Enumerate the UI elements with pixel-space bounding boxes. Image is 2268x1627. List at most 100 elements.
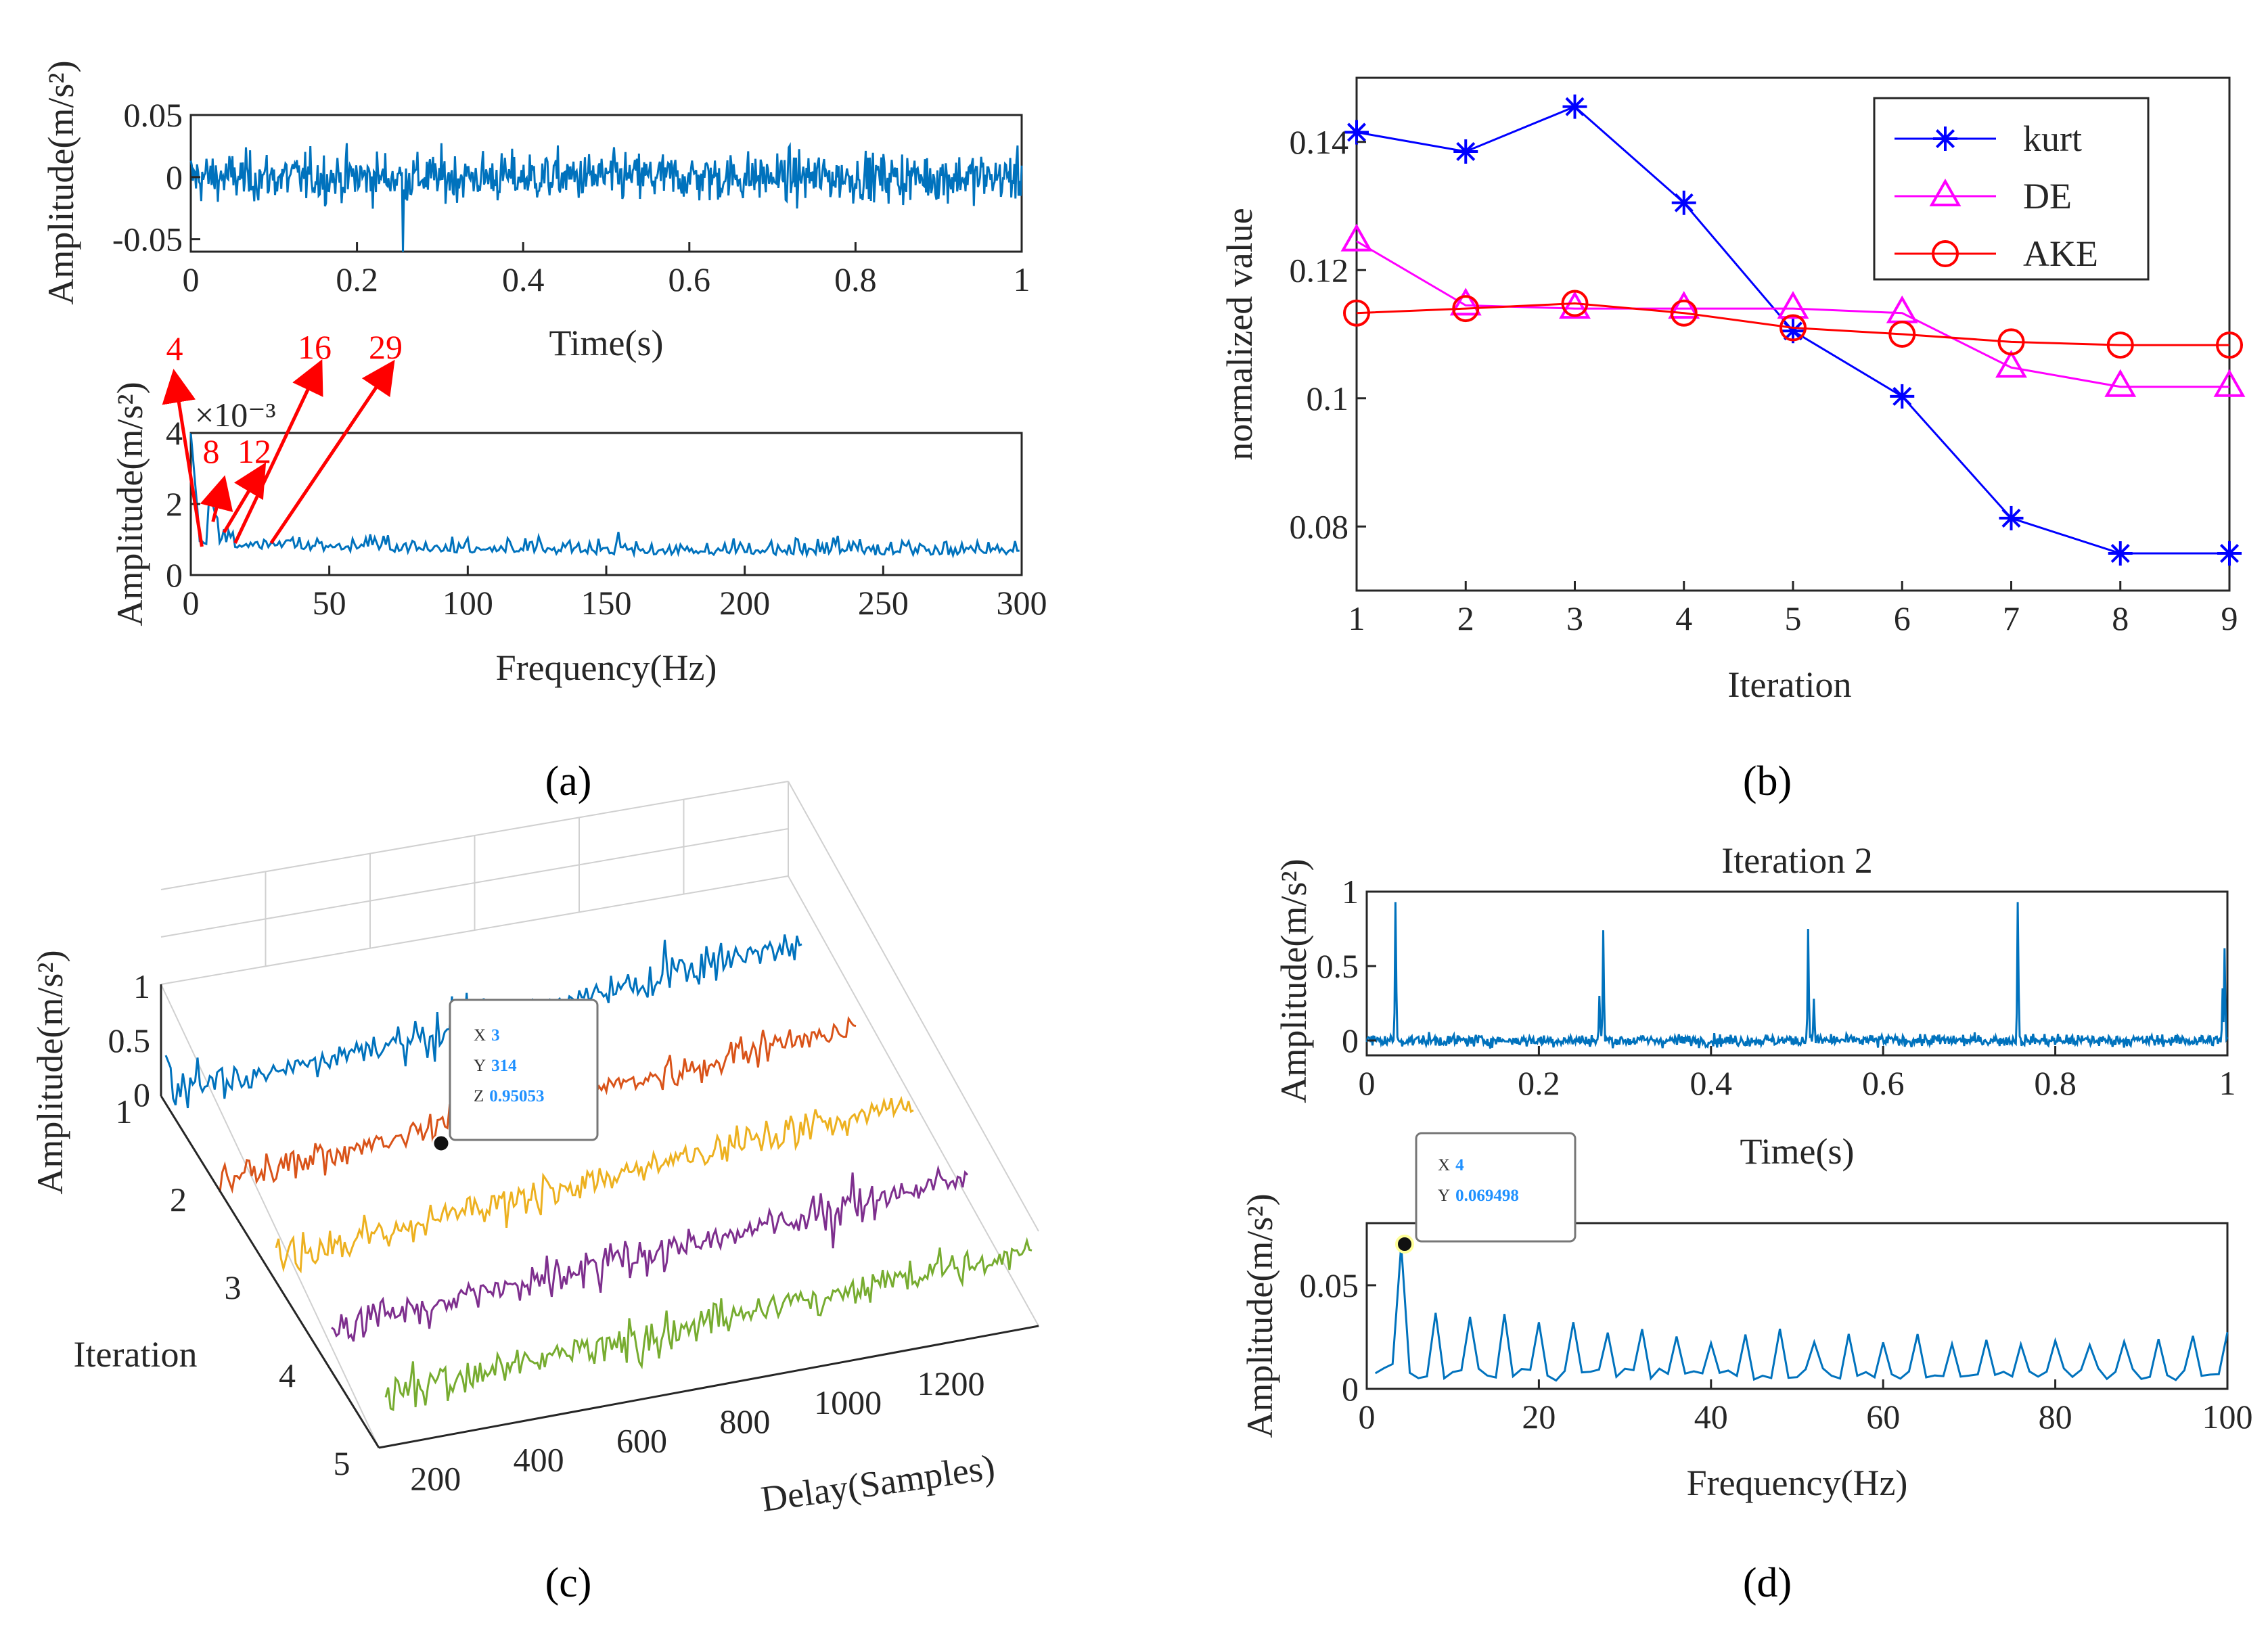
point-kurt xyxy=(1453,139,1478,164)
panel-a-top-xlabel: Time(s) xyxy=(549,323,663,363)
x-tick-label: 100 xyxy=(443,584,493,622)
x-tick-label: 0 xyxy=(183,260,200,298)
x-tick-label: 50 xyxy=(313,584,346,622)
point-de xyxy=(1668,291,1700,319)
z-tick-label: 0 xyxy=(133,1076,150,1114)
x-tick-label: 200 xyxy=(719,584,770,622)
x-tick-label: 9 xyxy=(2221,599,2238,637)
iteration-tick-label: 5 xyxy=(334,1444,350,1482)
caption-b: (b) xyxy=(1743,758,1792,804)
point-ake xyxy=(1561,290,1589,317)
y-tick-label: 0.12 xyxy=(1290,251,1349,289)
panel-c: 1 2 3 4 5 200 400 600 800 1000 1200 1 0.5 0 Amplitude… xyxy=(30,781,1040,1519)
x-tick-label: 80 xyxy=(2039,1398,2072,1436)
panel-a-bottom-xlabel: Frequency(Hz) xyxy=(496,647,717,688)
iteration-tick-label: 2 xyxy=(170,1181,187,1218)
x-tick-label: 0.6 xyxy=(1862,1064,1905,1102)
panel-a-top: 0 0.2 0.4 0.6 0.8 1 0.050-0.05 Time(s) Amplit… xyxy=(41,60,1030,363)
series-line-ake xyxy=(1356,302,2229,346)
legend-box xyxy=(1873,97,2150,281)
datatip-marker xyxy=(432,1134,451,1153)
x-tick-label: 1 xyxy=(1348,599,1365,637)
legend-marker-ake xyxy=(1932,240,1959,267)
datatip-marker xyxy=(1395,1235,1414,1254)
datatip-box xyxy=(1415,1132,1577,1243)
delay-axis-line xyxy=(378,1325,1039,1449)
legend-label-ake: AKE xyxy=(2023,233,2098,274)
annotation-arrow xyxy=(222,462,267,534)
y-tick-label: 1 xyxy=(1342,873,1359,911)
point-kurt xyxy=(1890,384,1915,409)
caption-d: (d) xyxy=(1743,1560,1792,1606)
y-tick-label: 0.5 xyxy=(1317,947,1359,985)
y-tick-label: 0 xyxy=(1342,1370,1359,1408)
waterfall-trace-4 xyxy=(331,1164,969,1342)
datatip-box xyxy=(449,999,599,1141)
x-tick-label: 0.2 xyxy=(336,260,378,298)
svg-text:Z0.95053: Z 0.95053 xyxy=(474,1087,545,1105)
point-de xyxy=(2213,369,2246,397)
waterfall-trace-1 xyxy=(164,934,802,1109)
panel-c-zlabel: Amplitude(m/s²) xyxy=(30,950,70,1194)
delay-tick-label: 600 xyxy=(616,1421,667,1459)
panel-d-top-signal-line xyxy=(1365,902,2229,1049)
z-tick-label: 1 xyxy=(133,967,150,1005)
y-tick-label: 0.05 xyxy=(124,96,183,134)
x-tick-label: 8 xyxy=(2112,599,2129,637)
point-ake xyxy=(1997,328,2025,356)
y-tick-label: 0 xyxy=(1342,1022,1359,1059)
side-top-edge xyxy=(788,781,1039,1232)
legend-marker-kurt xyxy=(1933,127,1957,151)
x-tick-label: 5 xyxy=(1785,599,1802,637)
svg-text:X4: X4 xyxy=(1438,1156,1464,1174)
panel-d-bottom-spectrum-line xyxy=(1374,1245,2229,1382)
x-tick-label: 0.4 xyxy=(502,260,545,298)
panel-d-bottom: 0 20 40 60 80 100 0.05 0 Frequency(Hz) Amplitu… xyxy=(1240,1132,2253,1503)
back-mid-line xyxy=(160,828,789,938)
panel-d-top-title: Iteration 2 xyxy=(1721,840,1872,881)
point-kurt xyxy=(2217,541,2242,566)
annotation-label: 29 xyxy=(369,328,403,366)
y-tick-label: 0.05 xyxy=(1300,1266,1359,1304)
point-ake xyxy=(1670,299,1698,327)
point-ake xyxy=(1343,299,1370,327)
datatip-y-label: Y xyxy=(1438,1187,1450,1205)
panel-d-bottom-ylabel: Amplitude(m/s²) xyxy=(1240,1193,1280,1438)
x-tick-label: 300 xyxy=(997,584,1047,622)
panel-d-bottom-axes xyxy=(1365,1222,2229,1390)
y-tick-label: 0.1 xyxy=(1307,380,1349,417)
datatip-x-label: X xyxy=(1438,1156,1450,1174)
x-tick-label: 250 xyxy=(858,584,909,622)
x-tick-label: 0 xyxy=(1359,1064,1376,1102)
y-tick-label: -0.05 xyxy=(112,221,183,258)
point-ake xyxy=(1888,321,1916,348)
datatip-y-value: 0.069498 xyxy=(1455,1187,1519,1205)
panel-d-top-xlabel: Time(s) xyxy=(1740,1131,1854,1172)
point-kurt xyxy=(1562,94,1587,119)
point-de xyxy=(1449,288,1482,316)
caption-c: (c) xyxy=(545,1560,592,1606)
x-tick-label: 100 xyxy=(2202,1398,2253,1436)
delay-tick-label: 200 xyxy=(410,1460,461,1498)
panel-a-bottom-axes xyxy=(189,432,1023,576)
annotation-label: 16 xyxy=(298,328,332,366)
datatip-x-value: 3 xyxy=(491,1026,500,1045)
panel-d-top: 0 0.2 0.4 0.6 0.8 1 1 0.5 0 Iteration 2 Time(s)… xyxy=(1273,840,2236,1172)
panel-b-legend: kurt DE AKE xyxy=(1873,97,2150,281)
x-tick-label: 20 xyxy=(1522,1398,1556,1436)
delay-tick-label: 800 xyxy=(719,1402,770,1440)
waterfall-trace-5 xyxy=(384,1237,1033,1411)
point-kurt xyxy=(2108,541,2133,566)
datatip-x-value: 4 xyxy=(1455,1156,1464,1174)
y-tick-label: 0 xyxy=(166,158,183,196)
x-tick-label: 0 xyxy=(183,584,200,622)
panel-c-xlabel: Delay(Samples) xyxy=(758,1446,997,1519)
annotation-label: 8 xyxy=(203,432,220,470)
datatip-z-label: Z xyxy=(474,1087,484,1105)
panel-c-box-grid xyxy=(160,781,1040,1449)
datatip-y-label: Y xyxy=(474,1057,486,1075)
x-tick-label: 0.8 xyxy=(2034,1064,2077,1102)
point-kurt xyxy=(1344,120,1369,145)
